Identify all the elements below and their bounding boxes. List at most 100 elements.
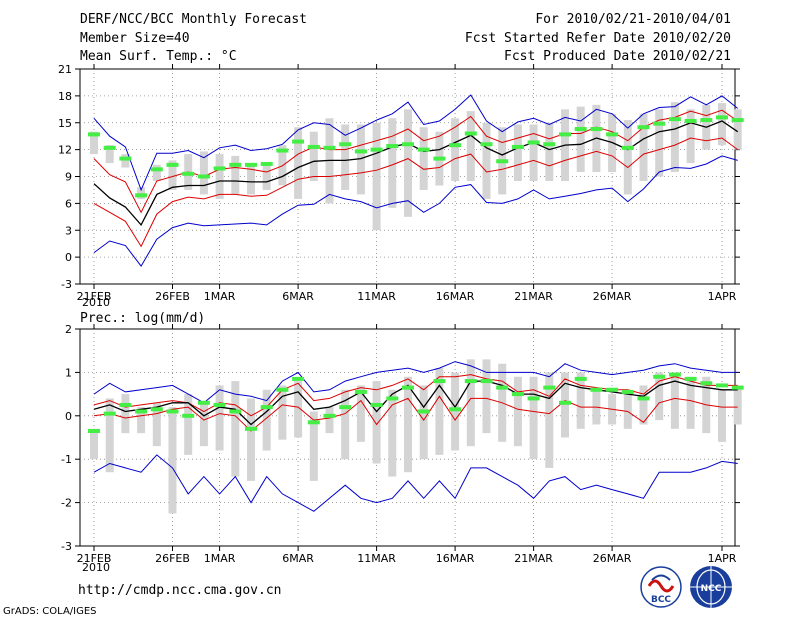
temp-y-tick-label: 15	[58, 117, 72, 130]
temp-obs-marker	[260, 161, 273, 166]
temp-spread-box	[623, 120, 632, 195]
prec-spread-box	[309, 411, 318, 481]
prec-x-tick-label: 21MAR	[514, 552, 553, 565]
prec-obs-marker	[276, 387, 289, 392]
prec-spread-box	[278, 385, 287, 440]
prec-x-tick-label: 26FEB	[155, 552, 190, 565]
temp-obs-marker	[103, 145, 116, 150]
prec-spread-box	[372, 381, 381, 464]
temp-spread-box	[466, 111, 475, 181]
prec-x-tick-label: 6MAR	[282, 552, 314, 565]
temp-obs-marker	[653, 121, 666, 126]
temp-spread-box	[341, 124, 350, 190]
prec-y-tick-label: -3	[61, 540, 72, 553]
temp-spread-box	[90, 131, 98, 155]
temp-obs-marker	[449, 143, 462, 148]
temp-obs-marker	[386, 144, 399, 149]
precipitation-chart: -3 -2 -1 0 1 2 21FEB 26FEB 1MAR 6MAR 11MAR 16MAR 21M…	[61, 323, 744, 565]
prec-y-tick-label: 0	[65, 410, 72, 423]
prec-spread-box	[733, 385, 742, 425]
temp-obs-marker	[684, 118, 697, 123]
temp-x-tick-label: 11MAR	[357, 290, 396, 303]
prec-spread-box	[670, 372, 679, 429]
prec-spread-box	[482, 359, 491, 434]
prec-obs-marker	[260, 405, 273, 410]
temp-obs-marker	[637, 125, 650, 130]
temp-spread-box	[168, 160, 177, 190]
temp-obs-marker	[606, 132, 619, 137]
prec-spread-box	[356, 385, 365, 442]
temp-y-tick-label: 0	[65, 251, 72, 264]
prec-spread-box	[184, 394, 193, 455]
prec-obs-marker	[496, 385, 509, 390]
prec-obs-marker	[527, 396, 540, 401]
source-url[interactable]: http://cmdp.ncc.cma.gov.cn	[78, 583, 282, 598]
temp-y-tick-label: 12	[58, 144, 72, 157]
prec-spread-box	[718, 389, 726, 442]
temp-obs-marker	[668, 117, 681, 122]
temp-spread-box	[545, 122, 554, 181]
prec-y-tick-label: -2	[61, 497, 72, 510]
prec-obs-marker	[182, 413, 195, 418]
temp-spread-box	[529, 124, 538, 181]
prec-obs-marker	[731, 385, 744, 390]
prec-spread-box	[137, 407, 146, 434]
prec-spread-box	[435, 368, 444, 455]
temp-spread-box	[513, 124, 522, 181]
prec-x-tick-label: 1APR	[708, 552, 737, 565]
temp-obs-marker	[150, 167, 163, 172]
prec-x-tick-label: 16MAR	[436, 552, 475, 565]
temp-spread-line	[93, 137, 738, 248]
prec-obs-marker	[386, 396, 399, 401]
prec-x-tick-label: 26MAR	[593, 552, 632, 565]
prec-obs-marker	[370, 402, 383, 407]
temp-obs-marker	[731, 118, 744, 123]
temp-obs-marker	[119, 156, 132, 161]
temp-y-tick-label: 3	[65, 224, 72, 237]
prec-obs-marker	[417, 409, 430, 414]
temp-spread-box	[231, 155, 240, 195]
prec-obs-marker	[354, 389, 367, 394]
temp-spread-box	[419, 127, 428, 190]
temp-x-tick-label: 6MAR	[282, 290, 314, 303]
prec-spread-box	[529, 376, 538, 460]
temp-spread-box	[639, 113, 648, 181]
temp-obs-marker	[339, 142, 352, 147]
temp-obs-marker	[621, 145, 634, 150]
grads-credit: GrADS: COLA/IGES	[3, 606, 97, 617]
temp-obs-marker	[590, 127, 603, 132]
temp-obs-marker	[182, 171, 195, 176]
prec-spread-box	[419, 385, 428, 460]
temp-obs-marker	[276, 148, 289, 153]
prec-spread-box	[199, 402, 208, 447]
prec-obs-marker	[292, 376, 305, 381]
prec-spread-box	[341, 389, 350, 460]
prec-spread-box	[121, 394, 130, 434]
temp-obs-marker	[700, 118, 713, 123]
temp-spread-box	[576, 106, 585, 173]
prec-y-tick-label: 1	[65, 366, 72, 379]
prec-spread-box	[576, 372, 585, 429]
temp-obs-marker	[370, 147, 383, 152]
temp-obs-marker	[543, 142, 556, 147]
temp-y-tick-label: 6	[65, 197, 72, 210]
prec-spread-box	[325, 407, 334, 434]
prec-obs-marker	[339, 405, 352, 410]
temp-obs-marker	[88, 132, 100, 137]
temp-obs-marker	[245, 162, 257, 167]
prec-obs-marker	[606, 387, 619, 392]
temp-spread-box	[121, 154, 130, 168]
temp-envelope-line	[93, 155, 738, 267]
prec-obs-marker	[166, 409, 179, 414]
temp-obs-marker	[511, 144, 524, 149]
bcc-logo-text: BCC	[651, 595, 671, 605]
prec-mean-line	[93, 380, 738, 426]
prec-obs-marker	[197, 400, 210, 405]
forecast-period: For 2010/02/21-2010/04/01	[535, 12, 731, 27]
prec-spread-box	[231, 381, 240, 477]
temp-x-tick-label: 21MAR	[514, 290, 553, 303]
prec-obs-marker	[119, 402, 132, 407]
prec-obs-marker	[574, 376, 587, 381]
prec-spread-box	[105, 398, 114, 473]
prec-spread-box	[215, 385, 224, 451]
